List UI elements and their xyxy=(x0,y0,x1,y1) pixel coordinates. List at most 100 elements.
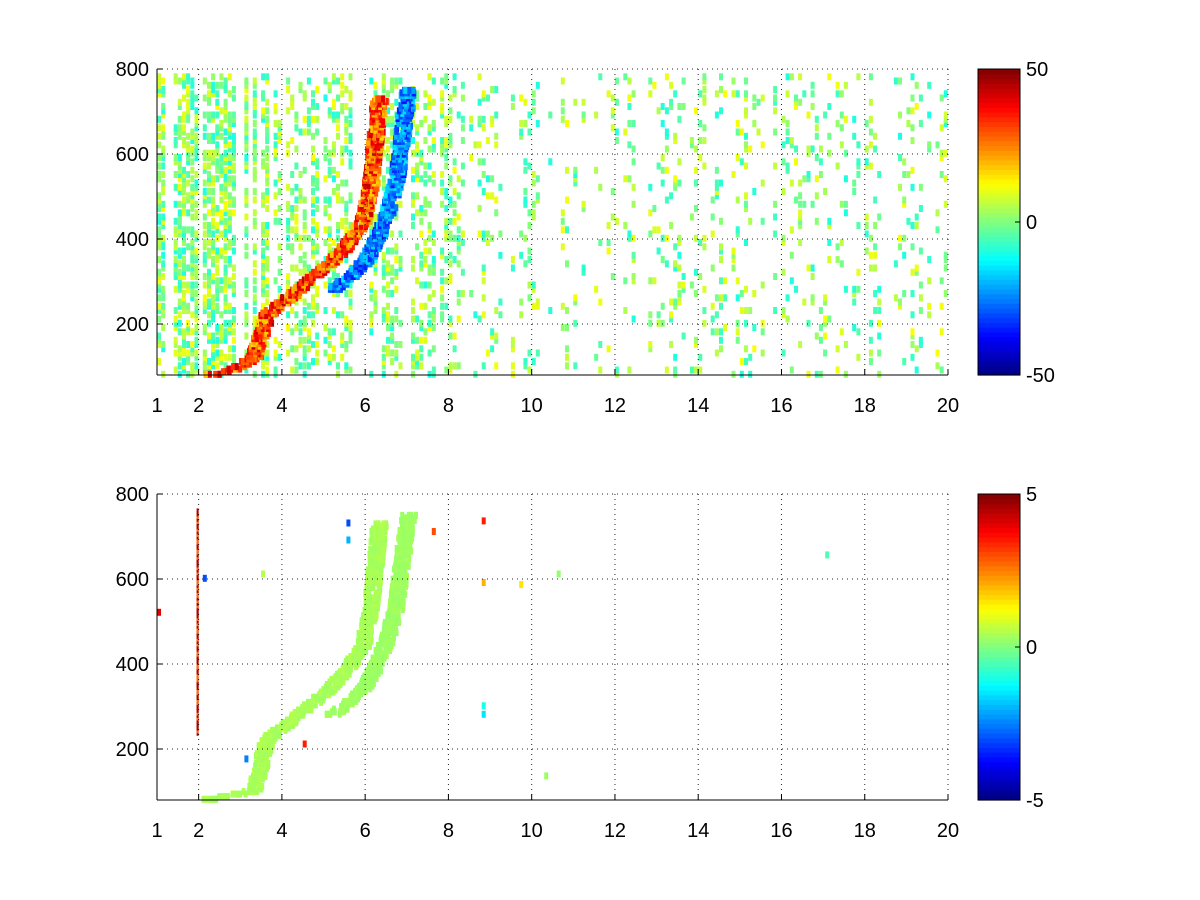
heatmap-cell xyxy=(252,81,257,89)
heatmap-cell xyxy=(223,298,228,306)
heatmap-cell xyxy=(664,132,669,140)
heatmap-cell xyxy=(219,81,224,89)
heatmap-cell xyxy=(252,196,257,204)
heatmap-cell xyxy=(265,290,270,297)
heatmap-cell xyxy=(161,205,166,212)
heatmap-cell xyxy=(227,166,232,174)
heatmap-cell xyxy=(207,362,211,370)
heatmap-cell xyxy=(868,234,873,242)
heatmap-cell xyxy=(265,132,270,140)
heatmap-cell xyxy=(211,222,216,229)
heatmap-cell xyxy=(177,217,182,225)
heatmap-cell xyxy=(535,120,540,127)
heatmap-cell xyxy=(294,213,299,221)
heatmap-cell xyxy=(252,137,257,144)
heatmap-cell xyxy=(598,239,603,246)
heatmap-cell xyxy=(182,171,186,178)
heatmap-cell xyxy=(219,107,224,115)
heatmap-cell xyxy=(177,260,182,268)
heatmap-cell xyxy=(302,370,307,378)
heatmap-cell xyxy=(215,277,220,285)
heatmap-cell xyxy=(244,251,249,259)
heatmap-cell xyxy=(323,137,328,144)
heatmap-cell xyxy=(382,216,387,224)
heatmap-cell xyxy=(856,73,861,81)
heatmap-cell xyxy=(427,234,432,242)
heatmap-cell xyxy=(739,128,744,136)
heatmap-cell xyxy=(373,294,378,302)
heatmap-cell xyxy=(302,324,307,331)
heatmap-cell xyxy=(157,358,161,365)
heatmap-cell xyxy=(348,73,353,81)
heatmap-cell xyxy=(898,234,902,242)
heatmap-cell xyxy=(323,281,328,289)
heatmap-cell xyxy=(548,307,553,314)
heatmap-cell xyxy=(223,166,228,174)
heatmap-cell xyxy=(873,196,878,204)
heatmap-cell xyxy=(190,166,195,174)
heatmap-cell xyxy=(631,120,636,127)
heatmap-cell xyxy=(794,103,798,110)
heatmap-cell xyxy=(306,311,311,319)
heatmap-cell xyxy=(157,77,161,85)
heatmap-cell xyxy=(373,553,378,561)
heatmap-cell xyxy=(531,213,536,221)
heatmap-cell xyxy=(910,73,915,81)
heatmap-cell xyxy=(223,353,228,361)
heatmap-cell xyxy=(265,264,270,272)
heatmap-cell xyxy=(344,179,349,187)
heatmap-cell xyxy=(806,149,811,157)
heatmap-cell xyxy=(411,86,416,94)
heatmap-cell xyxy=(331,141,336,149)
colorbar-segment xyxy=(978,327,1020,333)
heatmap-cell xyxy=(694,145,698,153)
heatmap-cell xyxy=(182,239,186,246)
heatmap-cell xyxy=(440,315,445,323)
heatmap-cell xyxy=(331,111,336,119)
heatmap-cell xyxy=(215,268,220,276)
heatmap-cell xyxy=(157,268,161,276)
heatmap-cell xyxy=(327,81,332,89)
heatmap-cell xyxy=(261,226,266,234)
colorbar-segment xyxy=(978,159,1020,166)
heatmap-cell xyxy=(252,209,257,217)
heatmap-cell xyxy=(627,103,632,110)
heatmap-cell xyxy=(298,81,303,89)
heatmap-cell xyxy=(773,230,778,238)
heatmap-cell xyxy=(469,124,474,132)
heatmap-cell xyxy=(381,345,386,353)
heatmap-cell xyxy=(173,273,178,280)
heatmap-cell xyxy=(370,670,374,677)
heatmap-cell xyxy=(315,115,320,123)
heatmap-cell xyxy=(182,247,186,255)
heatmap-cell xyxy=(177,273,182,280)
heatmap-cell xyxy=(186,328,191,336)
heatmap-cell xyxy=(623,307,628,314)
heatmap-cell xyxy=(269,314,274,322)
heatmap-cell xyxy=(182,298,186,306)
heatmap-cell xyxy=(781,141,786,149)
heatmap-cell xyxy=(411,353,415,361)
heatmap-cell xyxy=(444,205,449,212)
heatmap-cell xyxy=(914,81,919,89)
heatmap-cell xyxy=(207,298,211,306)
heatmap-cell xyxy=(311,209,315,217)
heatmap-cell xyxy=(419,120,424,127)
heatmap-cell xyxy=(245,352,250,360)
heatmap-cell xyxy=(365,245,370,252)
heatmap-cell xyxy=(427,128,432,136)
heatmap-cell xyxy=(294,358,299,365)
heatmap-cell xyxy=(157,336,161,344)
heatmap-cell xyxy=(211,175,216,183)
heatmap-cell xyxy=(380,204,385,212)
heatmap-cell xyxy=(485,175,490,183)
heatmap-cell xyxy=(273,370,278,378)
heatmap-cell xyxy=(910,124,915,132)
heatmap-cell xyxy=(810,145,815,153)
heatmap-cell xyxy=(752,94,757,102)
heatmap-cell xyxy=(182,294,186,302)
heatmap-cell xyxy=(344,319,349,327)
heatmap-cell xyxy=(427,247,432,255)
heatmap-cell xyxy=(342,698,347,705)
heatmap-cell xyxy=(211,196,216,204)
